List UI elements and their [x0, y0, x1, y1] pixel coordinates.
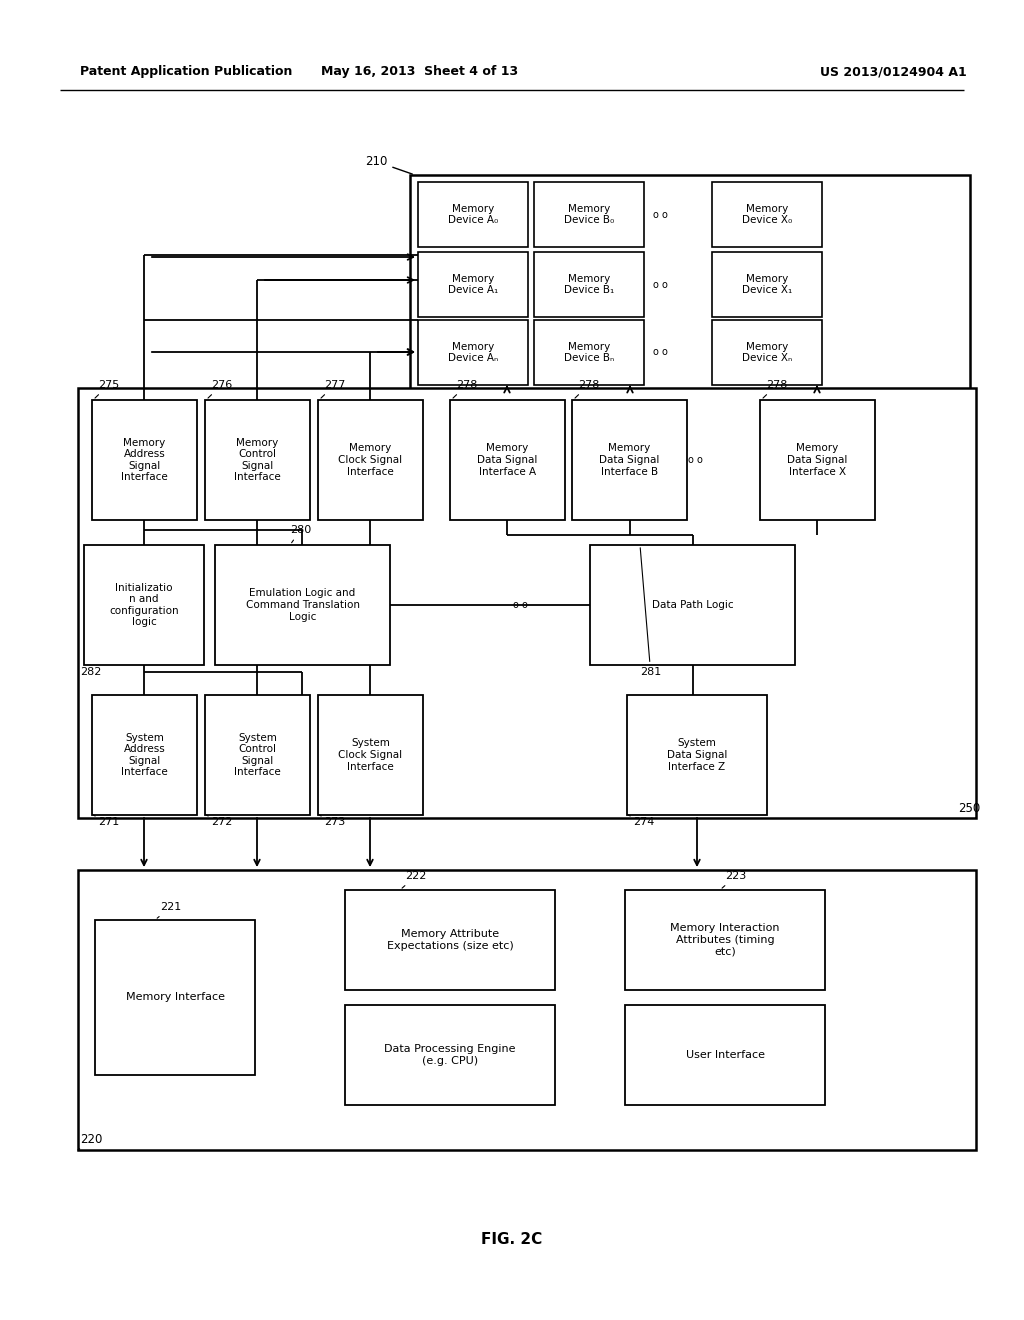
- Text: 220: 220: [78, 1133, 102, 1150]
- Bar: [534, 319, 644, 385]
- Text: Initializatio
n and
configuration
logic: Initializatio n and configuration logic: [110, 582, 179, 627]
- Text: Memory
Data Signal
Interface B: Memory Data Signal Interface B: [599, 444, 659, 477]
- Text: User Interface: User Interface: [685, 1049, 765, 1060]
- Bar: [78, 388, 976, 818]
- Text: System
Clock Signal
Interface: System Clock Signal Interface: [339, 738, 402, 772]
- Bar: [318, 696, 423, 814]
- Bar: [78, 870, 976, 1150]
- Text: 276: 276: [208, 380, 232, 399]
- Bar: [625, 890, 825, 990]
- Text: Emulation Logic and
Command Translation
Logic: Emulation Logic and Command Translation …: [246, 589, 359, 622]
- Text: 275: 275: [95, 380, 119, 399]
- Text: Memory
Data Signal
Interface X: Memory Data Signal Interface X: [787, 444, 848, 477]
- Text: US 2013/0124904 A1: US 2013/0124904 A1: [820, 66, 967, 78]
- Text: System
Data Signal
Interface Z: System Data Signal Interface Z: [667, 738, 727, 772]
- Text: o o: o o: [513, 601, 527, 610]
- Bar: [410, 176, 970, 389]
- Text: Memory Attribute
Expectations (size etc): Memory Attribute Expectations (size etc): [387, 929, 513, 950]
- Bar: [534, 252, 644, 317]
- Text: 272: 272: [206, 814, 232, 828]
- Text: Memory
Device X₁: Memory Device X₁: [741, 273, 793, 296]
- Text: Memory
Device A₁: Memory Device A₁: [447, 273, 498, 296]
- Bar: [418, 182, 528, 247]
- Bar: [625, 1005, 825, 1105]
- Bar: [712, 182, 822, 247]
- Text: Memory
Address
Signal
Interface: Memory Address Signal Interface: [121, 438, 168, 482]
- Text: FIG. 2C: FIG. 2C: [481, 1233, 543, 1247]
- Bar: [590, 545, 795, 665]
- Text: 210: 210: [365, 154, 413, 174]
- Text: o o: o o: [687, 455, 702, 465]
- Text: 278: 278: [575, 380, 599, 399]
- Text: 223: 223: [722, 871, 746, 888]
- Text: 250: 250: [958, 803, 980, 818]
- Text: Memory
Data Signal
Interface A: Memory Data Signal Interface A: [477, 444, 538, 477]
- Text: 271: 271: [93, 814, 119, 828]
- Text: Memory
Device B₁: Memory Device B₁: [564, 273, 614, 296]
- Bar: [215, 545, 390, 665]
- Text: Memory
Device B₀: Memory Device B₀: [564, 203, 614, 226]
- Text: 281: 281: [640, 548, 662, 677]
- Bar: [345, 1005, 555, 1105]
- Text: Data Path Logic: Data Path Logic: [651, 601, 733, 610]
- Text: Patent Application Publication: Patent Application Publication: [80, 66, 293, 78]
- Text: Memory
Device Xₙ: Memory Device Xₙ: [742, 342, 792, 363]
- Text: o o: o o: [652, 280, 668, 290]
- Text: 282: 282: [80, 667, 101, 677]
- Text: Memory
Clock Signal
Interface: Memory Clock Signal Interface: [339, 444, 402, 477]
- Text: 278: 278: [763, 380, 787, 399]
- Text: 280: 280: [290, 525, 311, 543]
- Text: System
Address
Signal
Interface: System Address Signal Interface: [121, 733, 168, 777]
- Bar: [205, 696, 310, 814]
- Bar: [205, 400, 310, 520]
- Text: Memory
Device Bₙ: Memory Device Bₙ: [564, 342, 614, 363]
- Bar: [712, 319, 822, 385]
- Text: Memory Interaction
Attributes (timing
etc): Memory Interaction Attributes (timing et…: [671, 924, 779, 957]
- Bar: [627, 696, 767, 814]
- Bar: [95, 920, 255, 1074]
- Bar: [84, 545, 204, 665]
- Text: 273: 273: [319, 814, 345, 828]
- Text: Memory
Device X₀: Memory Device X₀: [741, 203, 793, 226]
- Text: Memory
Control
Signal
Interface: Memory Control Signal Interface: [234, 438, 281, 482]
- Text: o o: o o: [652, 347, 668, 356]
- Text: Memory
Device A₀: Memory Device A₀: [447, 203, 498, 226]
- Text: 221: 221: [157, 902, 181, 919]
- Text: Memory
Device Aₙ: Memory Device Aₙ: [447, 342, 498, 363]
- Bar: [92, 696, 197, 814]
- Text: o o: o o: [652, 210, 668, 220]
- Text: 222: 222: [402, 871, 426, 888]
- Text: Memory Interface: Memory Interface: [126, 993, 224, 1002]
- Bar: [345, 890, 555, 990]
- Text: Data Processing Engine
(e.g. CPU): Data Processing Engine (e.g. CPU): [384, 1044, 516, 1065]
- Text: 274: 274: [628, 814, 654, 828]
- Text: 278: 278: [453, 380, 477, 399]
- Bar: [534, 182, 644, 247]
- Bar: [318, 400, 423, 520]
- Bar: [760, 400, 874, 520]
- Bar: [450, 400, 565, 520]
- Bar: [92, 400, 197, 520]
- Bar: [572, 400, 687, 520]
- Bar: [712, 252, 822, 317]
- Text: System
Control
Signal
Interface: System Control Signal Interface: [234, 733, 281, 777]
- Text: 277: 277: [321, 380, 345, 399]
- Bar: [418, 319, 528, 385]
- Text: May 16, 2013  Sheet 4 of 13: May 16, 2013 Sheet 4 of 13: [322, 66, 518, 78]
- Bar: [418, 252, 528, 317]
